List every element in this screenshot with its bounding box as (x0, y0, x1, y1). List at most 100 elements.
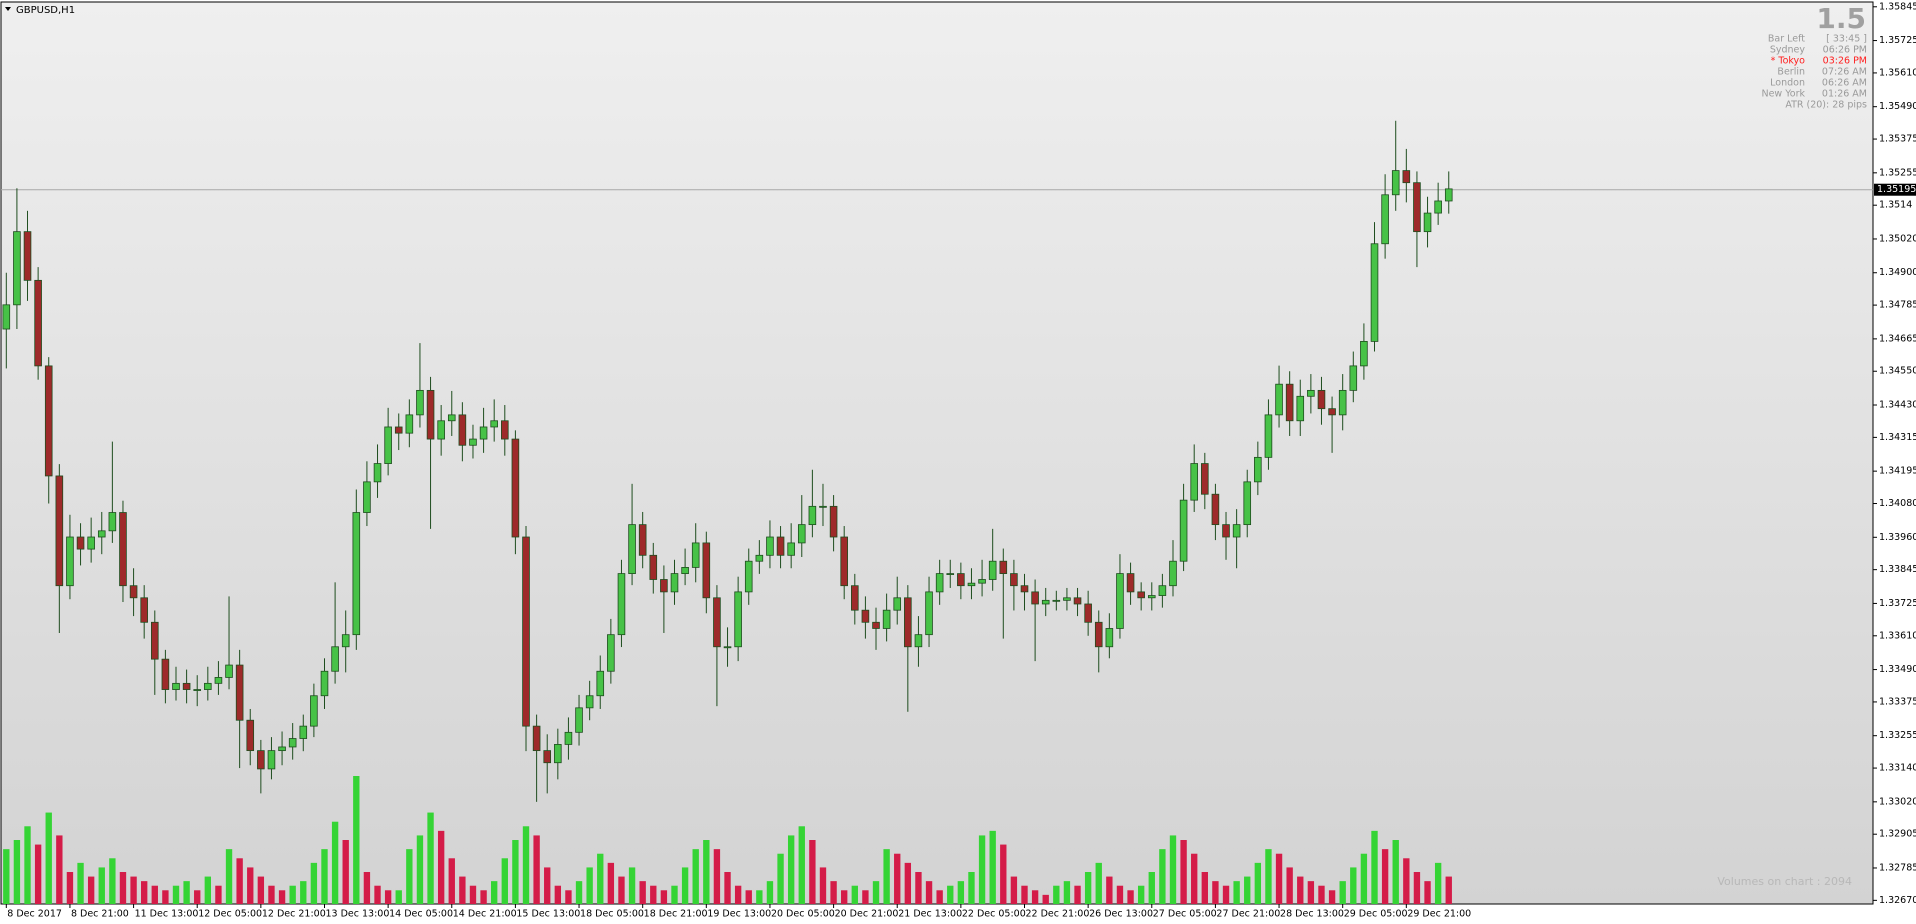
x-tick-label: 12 Dec 21:00 (262, 909, 326, 920)
candle-body (946, 573, 955, 575)
candle-body (76, 536, 85, 550)
candle-body (660, 579, 668, 593)
volume-bar (1434, 862, 1442, 904)
x-tick-label: 15 Dec 13:00 (516, 909, 580, 920)
candle-body (617, 573, 626, 636)
candle-body (299, 725, 308, 739)
volume-bar (1084, 872, 1092, 904)
volume-bar (321, 849, 328, 904)
candle-body (1285, 383, 1294, 422)
y-tick-label: 1.35725 (1879, 35, 1916, 46)
candle-body (1179, 499, 1188, 562)
candle-body (1413, 182, 1421, 233)
volume-bar (703, 840, 710, 904)
candle-body (819, 505, 827, 508)
volume-bar (268, 885, 275, 904)
volume-bar (448, 858, 455, 904)
candle-body (755, 554, 764, 562)
candle-body (1010, 573, 1018, 587)
x-tick-label: 18 Dec 21:00 (644, 909, 708, 920)
candle-body (1084, 603, 1092, 623)
candle-body (1434, 200, 1442, 214)
x-tick-label: 29 Dec 21:00 (1407, 909, 1471, 920)
y-tick-label: 1.33020 (1879, 796, 1916, 807)
candle-body (204, 682, 212, 690)
plot-area (0, 1, 1874, 905)
candle-body (1222, 524, 1230, 538)
volume-bar (501, 858, 508, 904)
candle-body (341, 634, 350, 648)
volume-bar (87, 876, 95, 904)
volume-bar (809, 840, 816, 904)
volume-bar (151, 885, 158, 904)
candle-body (129, 585, 138, 599)
candle-body (55, 475, 64, 587)
y-tick-label: 1.34080 (1879, 498, 1916, 509)
candle-body (1020, 585, 1029, 593)
candle-body (522, 536, 530, 727)
candle-body (34, 279, 42, 367)
volume-bar (1106, 876, 1113, 904)
candle-body (554, 744, 562, 764)
candle-body (1254, 456, 1262, 483)
candle-body (161, 658, 170, 690)
candle-body (458, 414, 467, 446)
volume-bar (353, 776, 360, 904)
candle-body (416, 389, 424, 416)
volume-bar (109, 858, 116, 904)
info-value: 06:26 PM (1823, 45, 1867, 56)
volume-bar (56, 835, 63, 904)
candle-body (373, 463, 382, 483)
candle-body (225, 664, 233, 678)
candle-body (1338, 389, 1347, 416)
volume-bar (1381, 849, 1389, 904)
volume-bar (1169, 835, 1177, 904)
volume-bar (300, 881, 307, 904)
y-tick-label: 1.33490 (1879, 664, 1916, 675)
volume-bar (310, 862, 318, 904)
y-tick-label: 1.33725 (1879, 598, 1916, 609)
y-tick-label: 1.34665 (1879, 333, 1916, 344)
candle-body (607, 634, 615, 672)
volume-bar (1371, 830, 1378, 904)
candle-body (1402, 170, 1411, 184)
volume-bar (1191, 853, 1198, 904)
candle-body (575, 707, 583, 733)
candle-body (1307, 389, 1315, 397)
candle-body (267, 750, 276, 770)
y-tick-label: 1.35255 (1879, 167, 1916, 178)
volume-bar (565, 890, 572, 904)
y-tick-label: 1.3514 (1879, 200, 1912, 211)
volume-bar (787, 835, 795, 904)
candle-body (808, 505, 817, 526)
x-tick-label: 28 Dec 13:00 (1280, 909, 1344, 920)
volume-bar (872, 881, 880, 904)
volume-bar (469, 885, 477, 904)
x-tick-label: 8 Dec 2017 (7, 909, 62, 920)
volume-bar (1360, 853, 1368, 904)
volume-bar (1021, 885, 1028, 904)
candle-body (1381, 194, 1389, 245)
volume-bar (183, 881, 190, 904)
candle-body (1094, 621, 1103, 648)
volume-bar (1403, 858, 1410, 904)
volume-bar (1074, 885, 1081, 904)
candle-body (872, 621, 880, 629)
x-tick-label: 14 Dec 05:00 (389, 909, 453, 920)
info-value: 03:26 PM (1823, 56, 1867, 67)
volume-bar (491, 881, 498, 904)
volume-bar (1307, 881, 1315, 904)
volume-bar (586, 867, 593, 904)
candle-body (182, 682, 191, 690)
candle-body (638, 524, 647, 556)
volume-bar (1445, 876, 1452, 904)
atr: ATR (20): 28 pips (1785, 100, 1867, 111)
volume-bar (607, 862, 615, 904)
volume-bar (1328, 890, 1336, 904)
y-tick-label: 1.33960 (1879, 532, 1916, 543)
y-tick-label: 1.33610 (1879, 630, 1916, 641)
volume-bar (289, 885, 296, 904)
candle-body (426, 389, 435, 440)
candle-body (649, 554, 658, 580)
candle-body (490, 420, 498, 428)
